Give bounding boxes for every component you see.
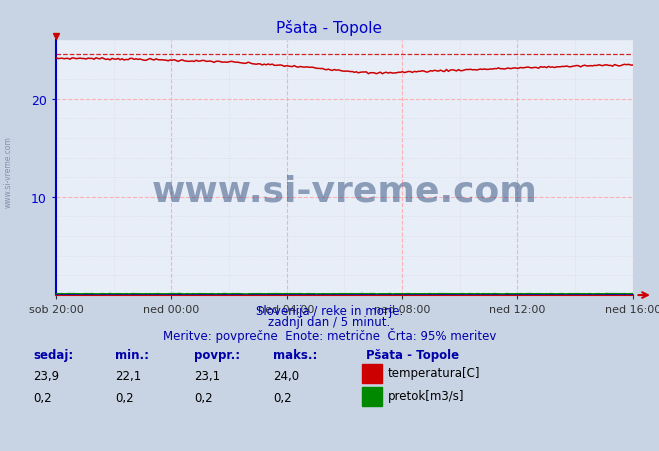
Text: www.si-vreme.com: www.si-vreme.com — [3, 135, 13, 207]
Text: 23,1: 23,1 — [194, 369, 221, 382]
Text: maks.:: maks.: — [273, 349, 318, 362]
Text: 0,2: 0,2 — [273, 391, 292, 405]
Text: 0,2: 0,2 — [115, 391, 134, 405]
Text: Slovenija / reke in morje.: Slovenija / reke in morje. — [256, 304, 403, 318]
Text: 22,1: 22,1 — [115, 369, 142, 382]
Text: 0,2: 0,2 — [194, 391, 213, 405]
Text: min.:: min.: — [115, 349, 150, 362]
Text: sedaj:: sedaj: — [33, 349, 73, 362]
Text: Meritve: povprečne  Enote: metrične  Črta: 95% meritev: Meritve: povprečne Enote: metrične Črta:… — [163, 327, 496, 342]
Text: 23,9: 23,9 — [33, 369, 59, 382]
Text: Pšata - Topole: Pšata - Topole — [366, 349, 459, 362]
Text: 24,0: 24,0 — [273, 369, 300, 382]
Text: Pšata - Topole: Pšata - Topole — [277, 20, 382, 36]
Text: temperatura[C]: temperatura[C] — [387, 367, 480, 380]
Text: 0,2: 0,2 — [33, 391, 51, 405]
Text: pretok[m3/s]: pretok[m3/s] — [387, 389, 464, 402]
Text: zadnji dan / 5 minut.: zadnji dan / 5 minut. — [268, 316, 391, 329]
Text: povpr.:: povpr.: — [194, 349, 241, 362]
Text: www.si-vreme.com: www.si-vreme.com — [152, 174, 537, 208]
